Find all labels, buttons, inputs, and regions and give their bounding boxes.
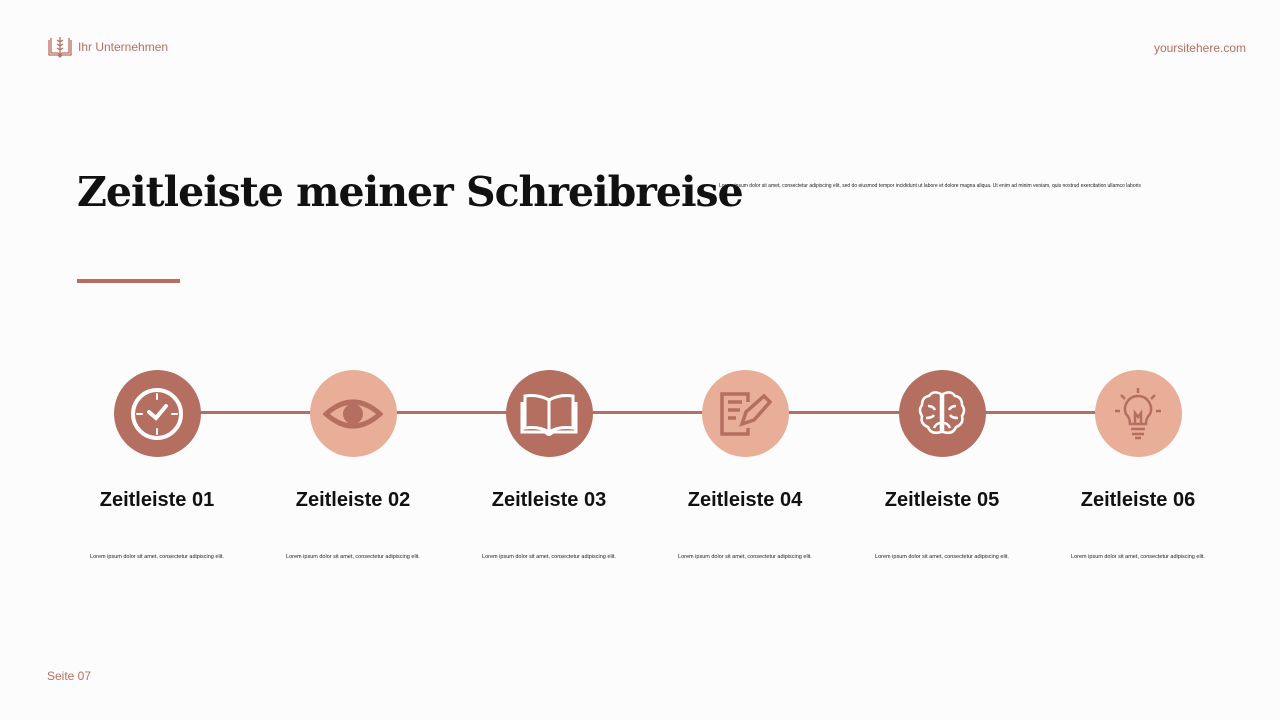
lightbulb-icon — [1094, 370, 1182, 457]
company-name: Ihr Unternehmen — [78, 40, 169, 54]
book-logo-icon — [48, 37, 72, 58]
website-link[interactable]: yoursitehere.com — [1153, 41, 1246, 55]
step-text: Lorem ipsum dolor sit amet, consectetur … — [875, 554, 1009, 560]
step-text: Lorem ipsum dolor sit amet, consectetur … — [286, 554, 420, 560]
brain-icon — [898, 370, 986, 457]
document-pen-icon — [701, 370, 789, 457]
timeline-step-1: Zeitleiste 01 Lorem ipsum dolor sit amet… — [59, 370, 255, 560]
timeline-step-2: Zeitleiste 02 Lorem ipsum dolor sit amet… — [255, 370, 451, 560]
step-label: Zeitleiste 01 — [99, 489, 215, 511]
step-text: Lorem ipsum dolor sit amet, consectetur … — [482, 554, 616, 560]
company-logo: Ihr Unternehmen — [47, 34, 168, 60]
description: Lorem ipsum dolor sit amet, consectetur … — [719, 183, 1141, 189]
timeline-step-5: Zeitleiste 05 Lorem ipsum dolor sit amet… — [844, 370, 1040, 560]
step-label: Zeitleiste 06 — [1080, 489, 1196, 511]
step-text: Lorem ipsum dolor sit amet, consectetur … — [678, 554, 812, 560]
title-underline — [77, 279, 180, 283]
step-label: Zeitleiste 02 — [295, 489, 411, 511]
timeline-step-3: Zeitleiste 03 Lorem ipsum dolor sit amet… — [451, 370, 647, 560]
step-text: Lorem ipsum dolor sit amet, consectetur … — [1071, 554, 1205, 560]
page-number: Seite 07 — [47, 669, 92, 683]
step-text: Lorem ipsum dolor sit amet, consectetur … — [90, 554, 224, 560]
timeline-line — [158, 411, 1138, 414]
step-label: Zeitleiste 04 — [687, 489, 803, 511]
eye-icon — [309, 370, 397, 457]
book-icon — [505, 370, 593, 457]
step-label: Zeitleiste 03 — [491, 489, 607, 511]
step-label: Zeitleiste 05 — [884, 489, 1000, 511]
page-title: Zeitleiste meiner Schreibreise — [77, 168, 744, 216]
timeline-step-4: Zeitleiste 04 Lorem ipsum dolor sit amet… — [647, 370, 843, 560]
timeline-step-6: Zeitleiste 06 Lorem ipsum dolor sit amet… — [1040, 370, 1236, 560]
clock-icon — [113, 370, 201, 457]
